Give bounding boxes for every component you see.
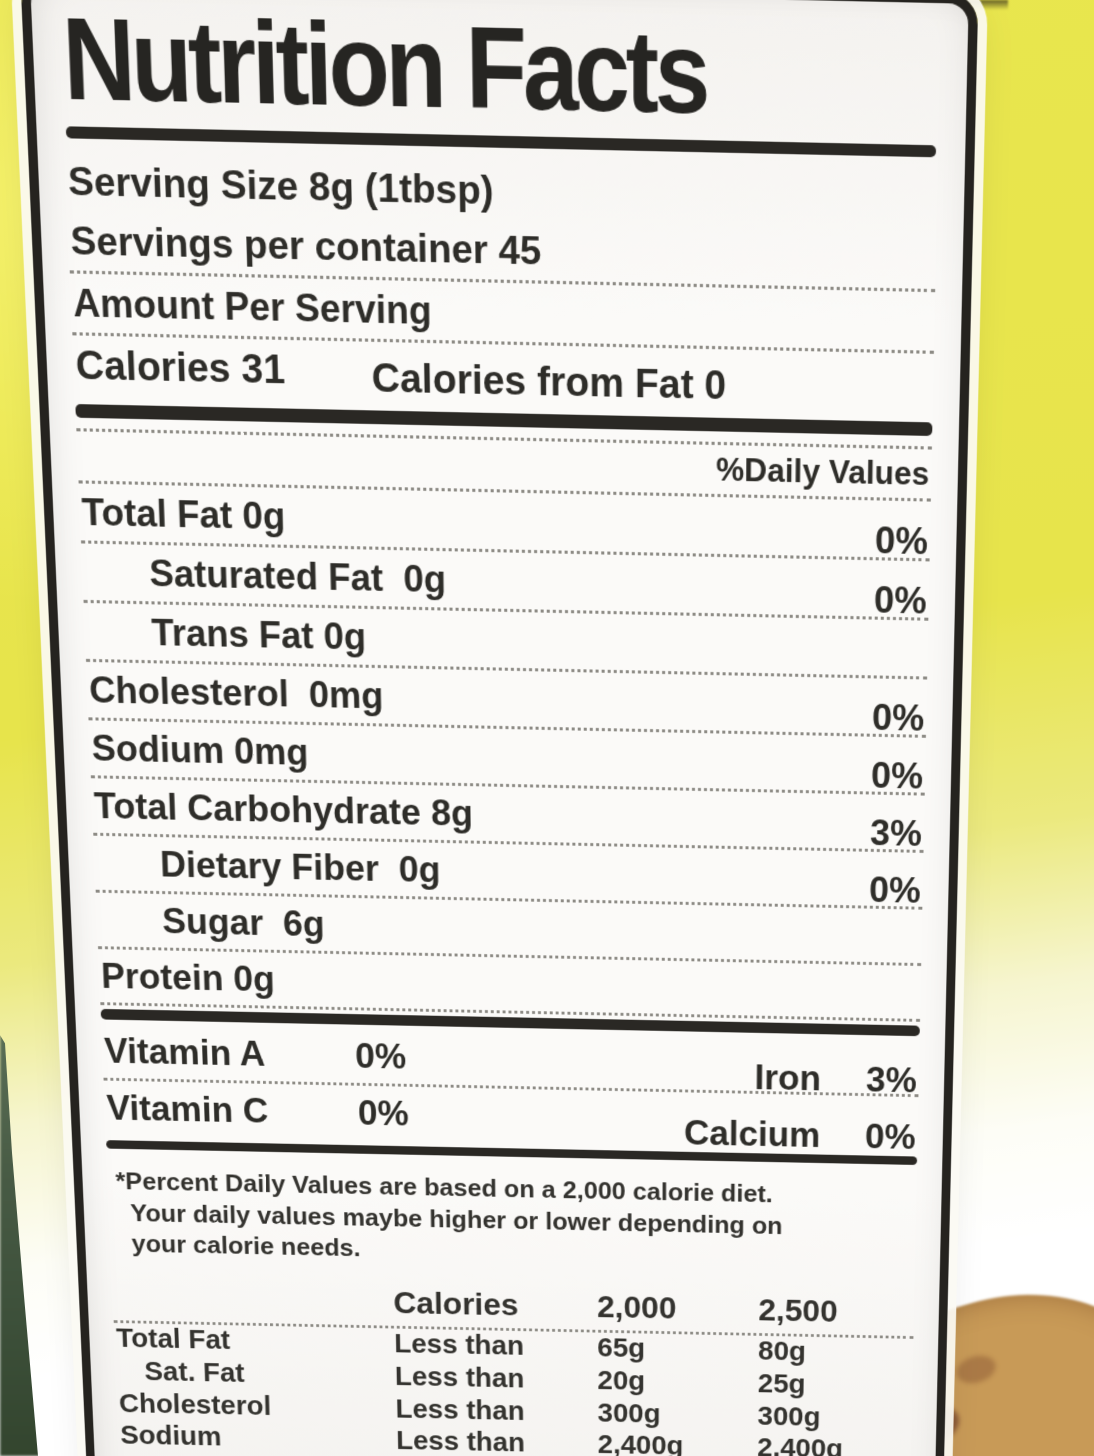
dv-row-label: Cholesterol xyxy=(118,1388,272,1421)
nutrient-name: Protein 0g xyxy=(100,955,276,999)
calories-from-fat: Calories from Fat 0 xyxy=(371,356,727,409)
nutrient-daily-value: 0% xyxy=(871,696,925,739)
amount-per-serving-text: Amount Per Serving xyxy=(72,280,433,333)
dv-row-value-2500: 25g xyxy=(757,1369,806,1400)
iron-value: 3% xyxy=(865,1059,918,1100)
dv-header-calories: Calories xyxy=(393,1285,519,1323)
nutrient-name: Total Fat 0g xyxy=(80,490,286,538)
dv-row-qualifier: Less than xyxy=(393,1329,525,1362)
dv-header-2000: 2,000 xyxy=(597,1289,677,1326)
dv-row-value-2000: 20g xyxy=(597,1366,646,1397)
dv-row-label: Total Fat xyxy=(115,1324,231,1356)
calcium-value: 0% xyxy=(864,1116,917,1157)
label-title: Nutrition Facts xyxy=(60,0,707,139)
dv-row-value-2500: 2,400g xyxy=(757,1433,844,1456)
dv-row-qualifier: Less than xyxy=(394,1362,525,1394)
nutrient-name: Dietary Fiber 0g xyxy=(159,843,441,890)
nutrient-daily-value: 0% xyxy=(873,578,928,622)
nutrient-name: Saturated Fat 0g xyxy=(148,551,447,601)
servings-per-container-text: Servings per container 45 xyxy=(69,218,542,273)
calcium-label: Calcium xyxy=(683,1113,821,1155)
dv-row-value-2000: 65g xyxy=(597,1333,646,1364)
vitamin-c-value: 0% xyxy=(357,1093,409,1133)
nutrient-name: Cholesterol 0mg xyxy=(88,668,384,717)
nutrient-daily-value: 3% xyxy=(869,812,923,854)
dv-row-qualifier: Less than xyxy=(395,1426,525,1456)
nutrition-facts-label: Nutrition Facts Serving Size 8g (1tbsp) … xyxy=(20,0,979,1456)
dv-row-value-2000: 2,400g xyxy=(597,1430,684,1456)
label-perspective-wrapper: Nutrition Facts Serving Size 8g (1tbsp) … xyxy=(20,0,979,1456)
nutrient-name: Sugar 6g xyxy=(161,900,326,944)
dv-row-value-2500: 300g xyxy=(757,1401,821,1432)
iron-label: Iron xyxy=(754,1057,822,1098)
nutrient-daily-value: 0% xyxy=(874,518,929,563)
nutrient-daily-value: 0% xyxy=(870,754,924,797)
daily-values-table: Calories 2,000 2,500 Total Fat Less than… xyxy=(111,1276,915,1456)
vitamin-c-label: Vitamin C xyxy=(105,1088,269,1131)
calories-value: Calories 31 xyxy=(74,343,286,393)
dv-row-value-2000: 300g xyxy=(597,1398,661,1429)
nutrient-name: Sodium 0mg xyxy=(90,727,309,773)
dv-row-value-2500: 80g xyxy=(757,1336,807,1368)
dv-row-qualifier: Less than xyxy=(395,1394,525,1426)
vitamin-a-label: Vitamin A xyxy=(103,1030,266,1074)
vitamin-a-value: 0% xyxy=(354,1036,407,1077)
serving-size-text: Serving Size 8g (1tbsp) xyxy=(67,158,494,213)
bread-light-spot xyxy=(953,1351,999,1388)
dv-row-label: Sat. Fat xyxy=(143,1357,246,1389)
nutrient-daily-value: 0% xyxy=(868,869,922,911)
nutrient-name: Total Carbohydrate 8g xyxy=(93,785,474,834)
dv-row-label: Sodium xyxy=(119,1421,223,1452)
nutrient-name: Trans Fat 0g xyxy=(150,611,367,658)
daily-values-footnote: *Percent Daily Values are based on a 2,0… xyxy=(107,1152,917,1287)
dv-header-2500: 2,500 xyxy=(758,1292,838,1329)
